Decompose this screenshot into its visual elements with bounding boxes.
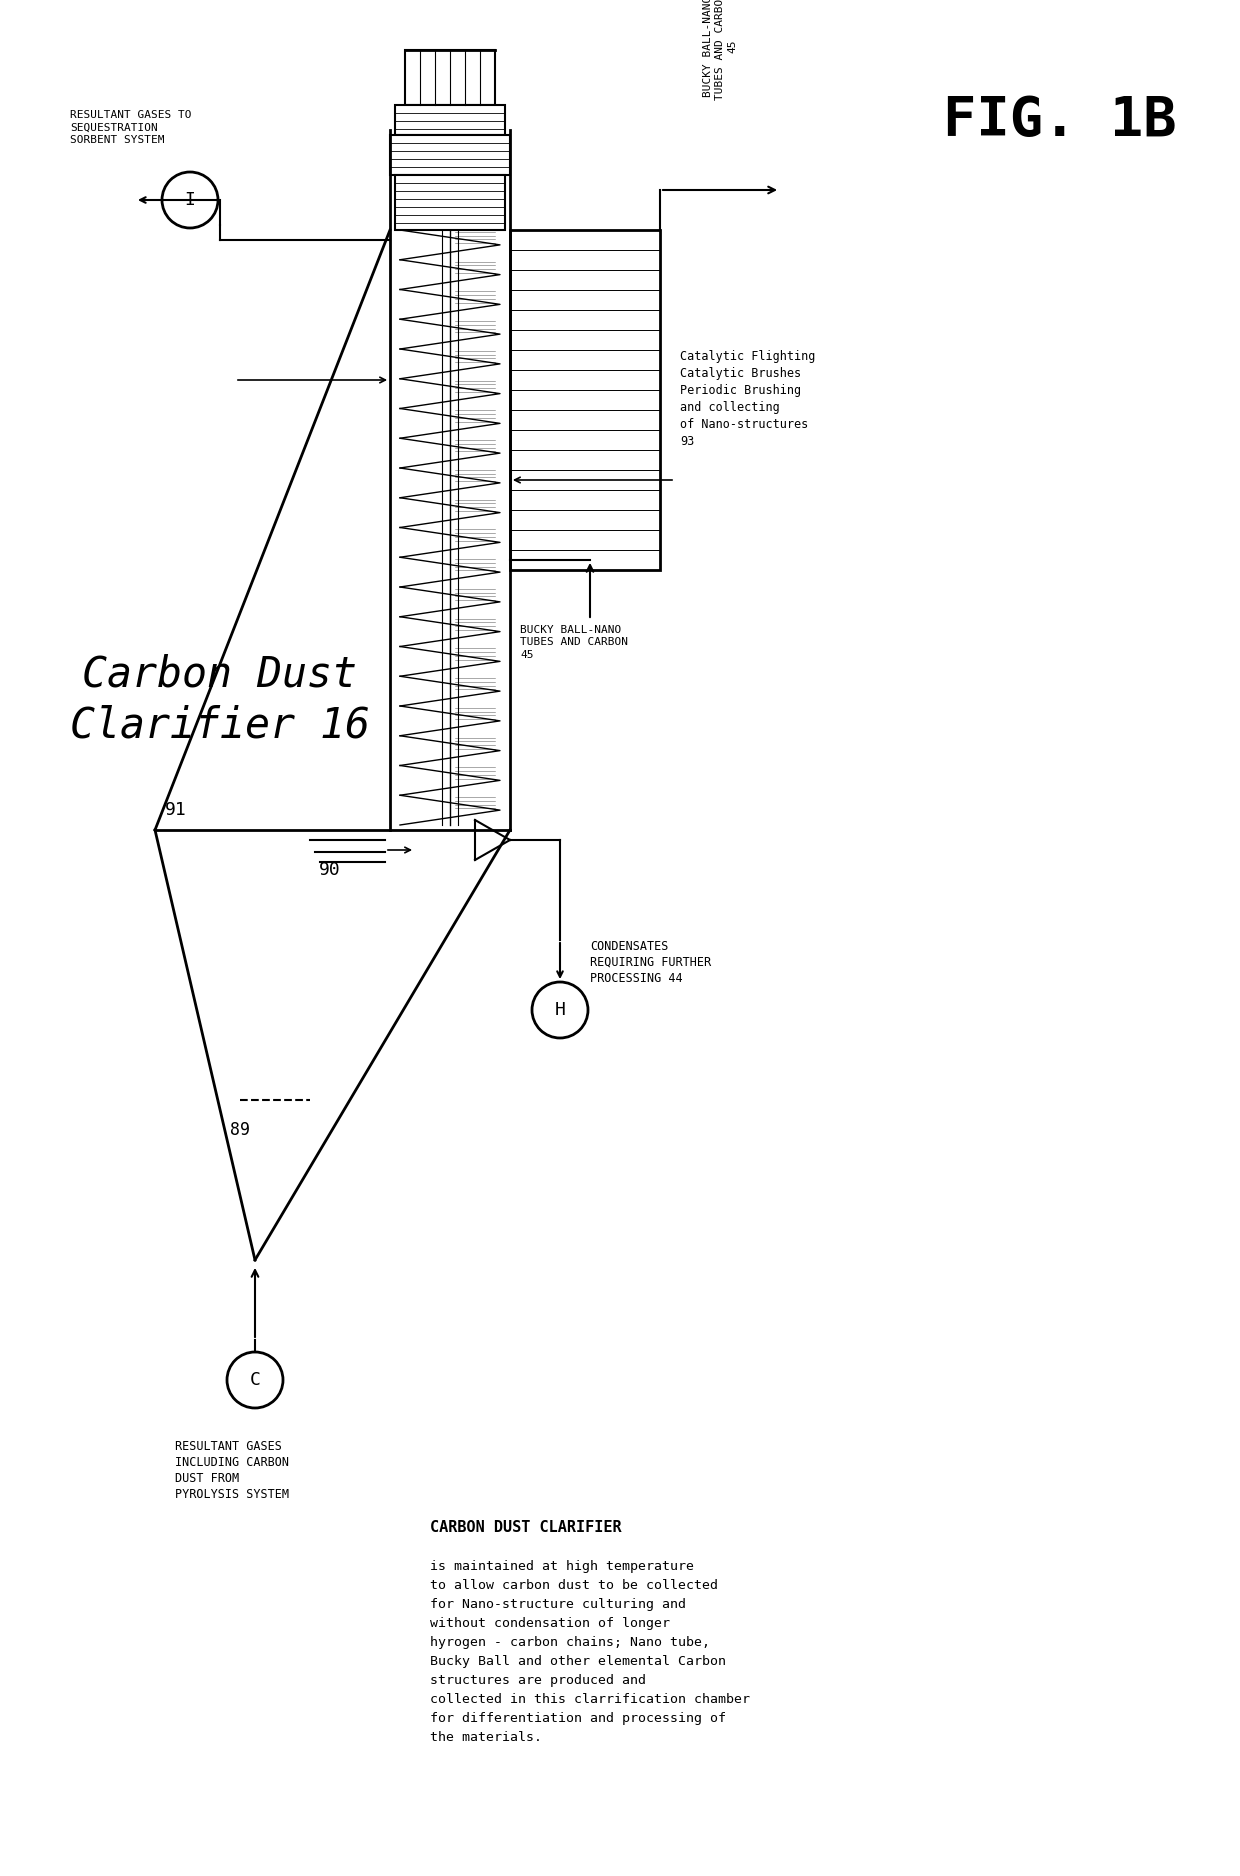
Text: BUCKY BALL-NANO
TUBES AND CARBON
45: BUCKY BALL-NANO TUBES AND CARBON 45 — [520, 625, 627, 660]
Text: H: H — [554, 1002, 565, 1019]
Text: FIG. 1B: FIG. 1B — [944, 94, 1177, 146]
Text: C: C — [249, 1371, 260, 1388]
Bar — [396, 174, 505, 231]
Text: 90: 90 — [319, 861, 341, 880]
Bar — [405, 51, 495, 105]
Text: Carbon Dust
Clarifier 16: Carbon Dust Clarifier 16 — [69, 653, 370, 747]
Text: RESULTANT GASES TO
SEQUESTRATION
SORBENT SYSTEM: RESULTANT GASES TO SEQUESTRATION SORBENT… — [69, 111, 191, 144]
Text: Catalytic Flighting
Catalytic Brushes
Periodic Brushing
and collecting
of Nano-s: Catalytic Flighting Catalytic Brushes Pe… — [680, 351, 816, 448]
Bar — [396, 105, 505, 135]
Text: CARBON DUST CLARIFIER: CARBON DUST CLARIFIER — [430, 1520, 621, 1535]
Text: CONDENSATES
REQUIRING FURTHER
PROCESSING 44: CONDENSATES REQUIRING FURTHER PROCESSING… — [590, 940, 711, 985]
Text: 91: 91 — [165, 801, 187, 820]
Bar — [391, 135, 510, 174]
Bar — [510, 231, 660, 570]
Text: is maintained at high temperature
to allow carbon dust to be collected
for Nano-: is maintained at high temperature to all… — [430, 1561, 750, 1745]
Text: RESULTANT GASES
INCLUDING CARBON
DUST FROM
PYROLYSIS SYSTEM: RESULTANT GASES INCLUDING CARBON DUST FR… — [175, 1441, 289, 1501]
Text: BUCKY BALL-NANO
TUBES AND CARBON
45: BUCKY BALL-NANO TUBES AND CARBON 45 — [703, 0, 738, 99]
Text: I: I — [185, 191, 196, 208]
Text: 89: 89 — [229, 1122, 250, 1139]
